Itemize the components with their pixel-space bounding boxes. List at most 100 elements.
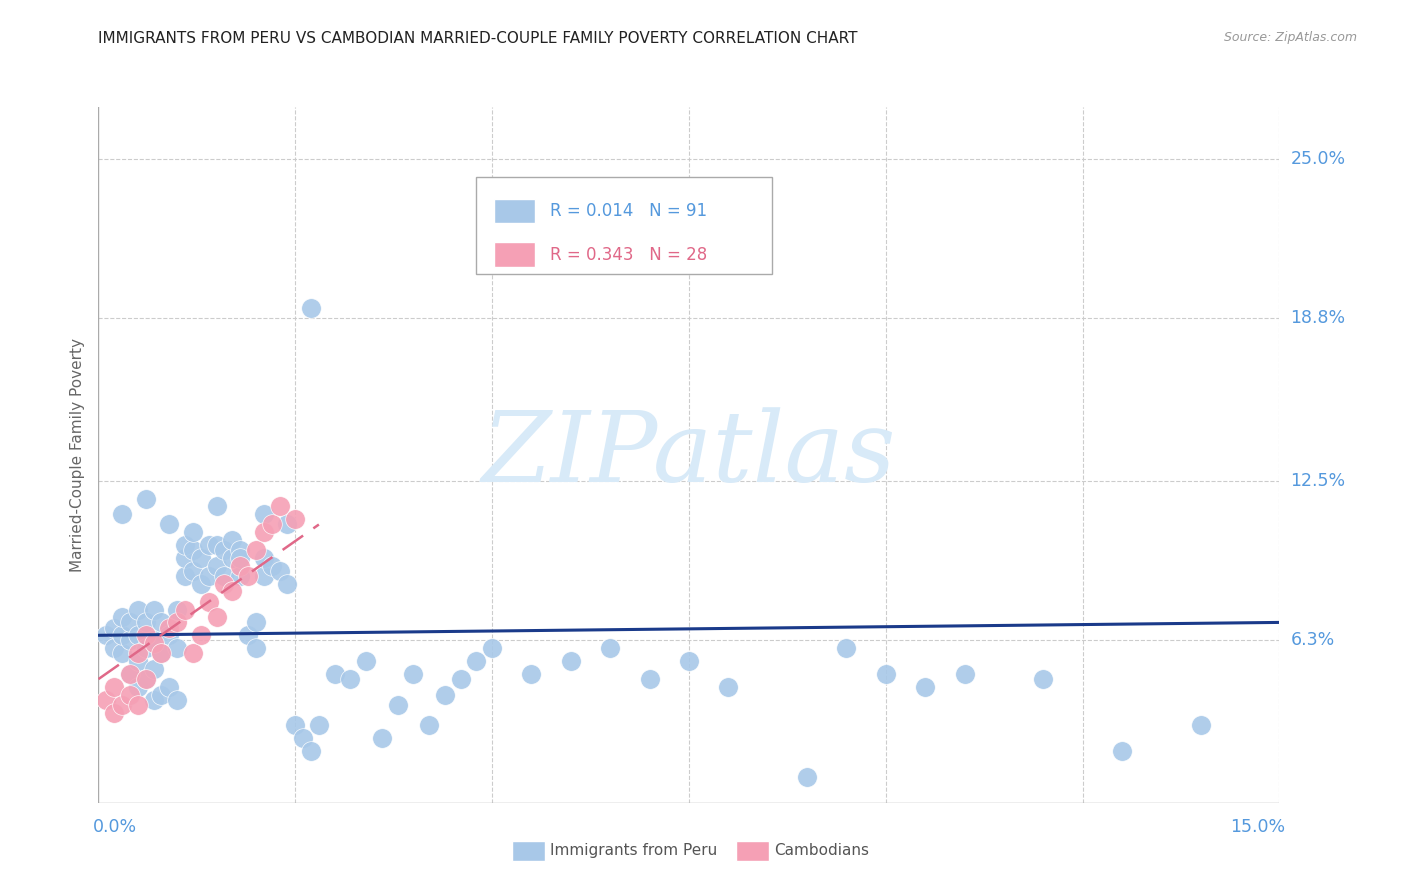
Point xyxy=(560,654,582,668)
Point xyxy=(118,667,141,681)
Point xyxy=(190,628,212,642)
Point xyxy=(450,672,472,686)
Point xyxy=(371,731,394,746)
Point xyxy=(127,698,149,712)
Point xyxy=(103,706,125,720)
Point xyxy=(253,507,276,521)
Point xyxy=(1032,672,1054,686)
Point xyxy=(245,615,267,630)
Point xyxy=(299,301,322,315)
Point xyxy=(118,633,141,648)
Y-axis label: Married-Couple Family Poverty: Married-Couple Family Poverty xyxy=(70,338,86,572)
Text: 15.0%: 15.0% xyxy=(1230,818,1285,836)
Point xyxy=(157,680,180,694)
Point xyxy=(236,628,259,642)
Text: ZIPatlas: ZIPatlas xyxy=(482,408,896,502)
Point xyxy=(111,610,134,624)
Point xyxy=(260,558,283,573)
Point xyxy=(118,688,141,702)
Point xyxy=(339,672,361,686)
Point xyxy=(157,517,180,532)
Point xyxy=(205,538,228,552)
Point xyxy=(96,628,118,642)
Point xyxy=(214,576,236,591)
Point xyxy=(520,667,543,681)
Point xyxy=(221,551,243,566)
Point xyxy=(221,584,243,599)
Text: 18.8%: 18.8% xyxy=(1291,310,1346,327)
Point xyxy=(253,551,276,566)
Point xyxy=(150,615,173,630)
Point xyxy=(103,680,125,694)
Point xyxy=(142,692,165,706)
Point xyxy=(717,680,740,694)
FancyBboxPatch shape xyxy=(494,243,536,267)
Point xyxy=(174,602,197,616)
Point xyxy=(142,662,165,676)
Point xyxy=(111,646,134,660)
Point xyxy=(481,641,503,656)
Point xyxy=(135,491,157,506)
Point xyxy=(197,569,219,583)
Point xyxy=(387,698,409,712)
Point xyxy=(111,698,134,712)
Point xyxy=(127,654,149,668)
Point xyxy=(465,654,488,668)
Text: 12.5%: 12.5% xyxy=(1291,472,1346,490)
Point xyxy=(174,569,197,583)
Point xyxy=(260,517,283,532)
Point xyxy=(796,770,818,784)
Point xyxy=(214,543,236,558)
Point xyxy=(354,654,377,668)
Text: R = 0.014   N = 91: R = 0.014 N = 91 xyxy=(550,202,707,219)
Point xyxy=(166,602,188,616)
Point xyxy=(135,628,157,642)
Point xyxy=(142,636,165,650)
Point xyxy=(190,551,212,566)
Text: 0.0%: 0.0% xyxy=(93,818,136,836)
Point xyxy=(142,602,165,616)
Point xyxy=(166,615,188,630)
Point xyxy=(284,718,307,732)
Point xyxy=(418,718,440,732)
Point xyxy=(197,538,219,552)
Point xyxy=(269,564,291,578)
FancyBboxPatch shape xyxy=(737,841,769,861)
Point xyxy=(96,692,118,706)
FancyBboxPatch shape xyxy=(477,177,772,274)
Point xyxy=(214,569,236,583)
Point xyxy=(284,512,307,526)
Point xyxy=(181,525,204,540)
Point xyxy=(402,667,425,681)
Point xyxy=(111,507,134,521)
Point xyxy=(111,628,134,642)
Point xyxy=(135,672,157,686)
Point xyxy=(150,646,173,660)
Point xyxy=(914,680,936,694)
Text: Immigrants from Peru: Immigrants from Peru xyxy=(550,843,717,858)
Point xyxy=(127,602,149,616)
Point xyxy=(433,688,456,702)
Text: 25.0%: 25.0% xyxy=(1291,150,1346,168)
Point xyxy=(229,569,252,583)
Point xyxy=(229,558,252,573)
Point xyxy=(236,569,259,583)
Point xyxy=(181,543,204,558)
Point xyxy=(229,543,252,558)
Point xyxy=(599,641,621,656)
Point xyxy=(174,538,197,552)
Point xyxy=(118,615,141,630)
Point xyxy=(1111,744,1133,758)
Point xyxy=(181,646,204,660)
Point xyxy=(205,558,228,573)
Point xyxy=(875,667,897,681)
Point xyxy=(638,672,661,686)
Point xyxy=(221,533,243,547)
Point xyxy=(135,641,157,656)
FancyBboxPatch shape xyxy=(494,199,536,223)
Point xyxy=(953,667,976,681)
Point xyxy=(253,525,276,540)
Point xyxy=(205,610,228,624)
Point xyxy=(245,543,267,558)
Text: Source: ZipAtlas.com: Source: ZipAtlas.com xyxy=(1223,31,1357,45)
